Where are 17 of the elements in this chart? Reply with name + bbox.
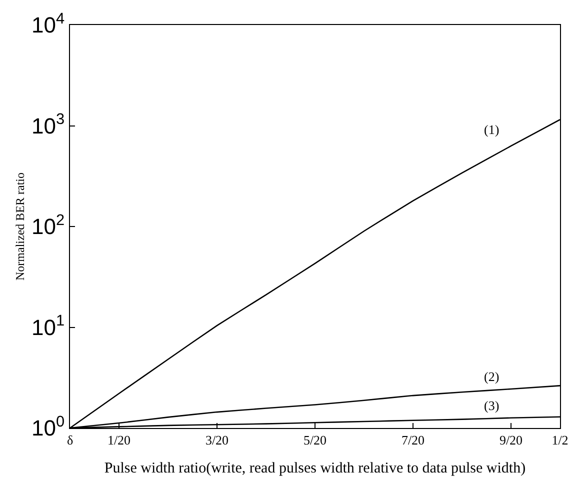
x-tick-label: 1/20 [107,432,131,448]
x-tick-label: 1/2 [552,432,568,448]
y-tick-label: 10$^{0}$ [31,413,64,441]
x-tick-label: δ [66,432,74,448]
y-axis-title: Normalized BER ratio [12,172,27,280]
x-axis-title: Pulse width ratio(write, read pulses width relative to data pulse width) [104,460,526,477]
x-tick-label: 3/20 [205,432,229,448]
x-tick-label: 5/20 [303,432,327,448]
annotation: (3) [484,398,500,413]
x-tick-label: 7/20 [401,432,425,448]
annotation: (2) [484,369,500,384]
y-tick-label: 10$^{4}$ [31,10,65,38]
y-tick-label: 10$^{3}$ [31,111,64,138]
x-tick-label: 9/20 [499,432,523,448]
y-tick-label: 10$^{1}$ [31,312,64,340]
annotation: (1) [484,122,500,137]
y-tick-label: 10$^{2}$ [31,212,64,240]
